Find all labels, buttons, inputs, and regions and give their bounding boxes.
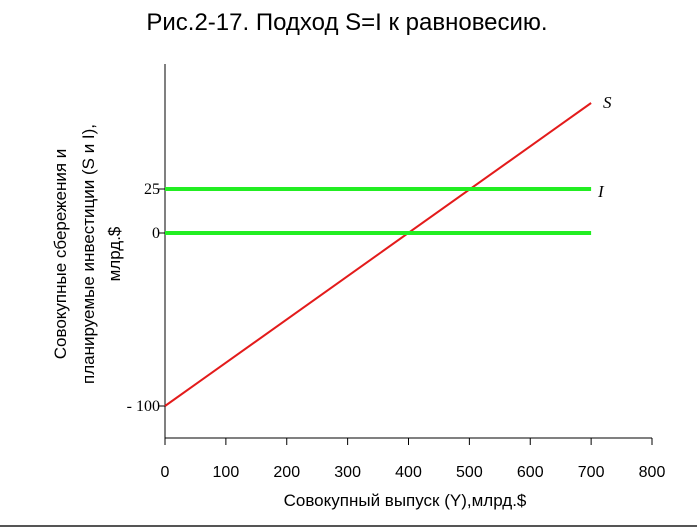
x-tick-label-500: 500 bbox=[456, 464, 483, 481]
x-tick-label-800: 800 bbox=[639, 464, 666, 481]
series-group bbox=[164, 102, 592, 407]
series-labels: SI bbox=[597, 93, 612, 201]
x-tick-label-0: 0 bbox=[161, 464, 170, 481]
y-tick-label--100: - 100 bbox=[127, 398, 160, 415]
x-tick-label-700: 700 bbox=[578, 464, 605, 481]
series-label-I: I bbox=[597, 182, 605, 201]
chart-title: Рис.2-17. Подход S=I к равновесию. bbox=[146, 9, 547, 36]
x-tick-label-200: 200 bbox=[273, 464, 300, 481]
y-axis-label-line-1: Совокупные сбережения и bbox=[51, 149, 70, 360]
x-tick-label-400: 400 bbox=[395, 464, 422, 481]
series-label-S: S bbox=[603, 93, 612, 112]
y-tick-label-0: 0 bbox=[152, 225, 160, 242]
y-axis-label-line-2: планируемые инвестиции (S и I), bbox=[79, 124, 98, 384]
y-ticks: 25 0 - 100 bbox=[127, 181, 165, 415]
y-tick-label-25: 25 bbox=[144, 181, 160, 198]
y-axis-label: Совокупные сбережения и планируемые инве… bbox=[51, 124, 124, 384]
x-ticks: 0 100 200 300 400 500 600 700 800 bbox=[161, 438, 666, 481]
series-line-S bbox=[164, 102, 592, 407]
x-tick-label-300: 300 bbox=[334, 464, 361, 481]
x-tick-label-600: 600 bbox=[517, 464, 544, 481]
y-axis-label-line-3: млрд.$ bbox=[105, 226, 124, 281]
x-tick-label-100: 100 bbox=[213, 464, 240, 481]
x-axis-label: Совокупный выпуск (Y),млрд.$ bbox=[284, 491, 527, 510]
